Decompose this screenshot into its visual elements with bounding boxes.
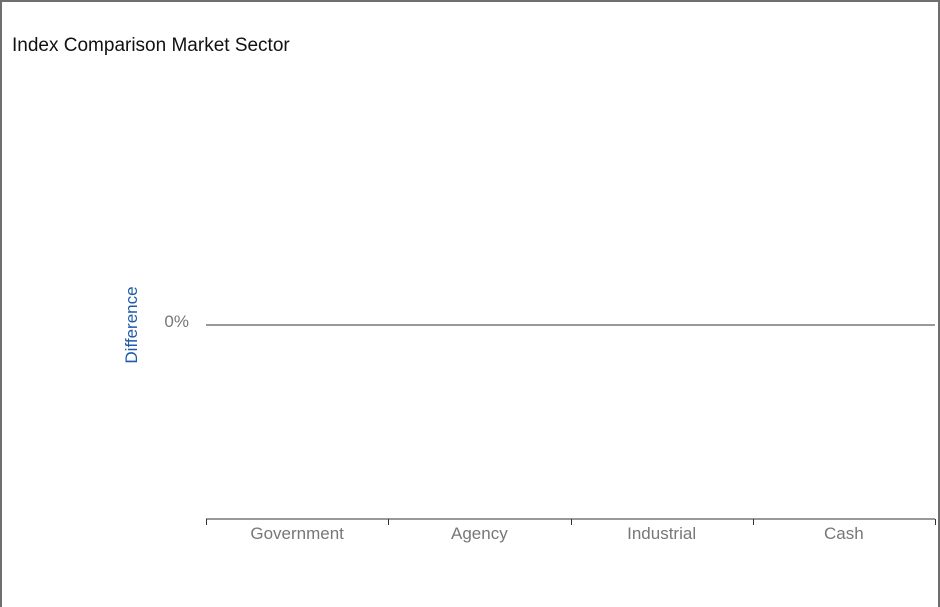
y-axis-ticks: 0% bbox=[164, 312, 189, 331]
x-tick-label: Cash bbox=[824, 524, 864, 543]
x-tick-label: Agency bbox=[451, 524, 508, 543]
x-tick-label: Government bbox=[250, 524, 344, 543]
y-tick-label: 0% bbox=[164, 312, 189, 331]
y-axis-label: Difference bbox=[122, 286, 141, 363]
x-tick-label: Industrial bbox=[627, 524, 696, 543]
chart-title: Index Comparison Market Sector bbox=[12, 35, 290, 56]
x-axis: Government Agency Industrial Cash bbox=[206, 518, 936, 543]
